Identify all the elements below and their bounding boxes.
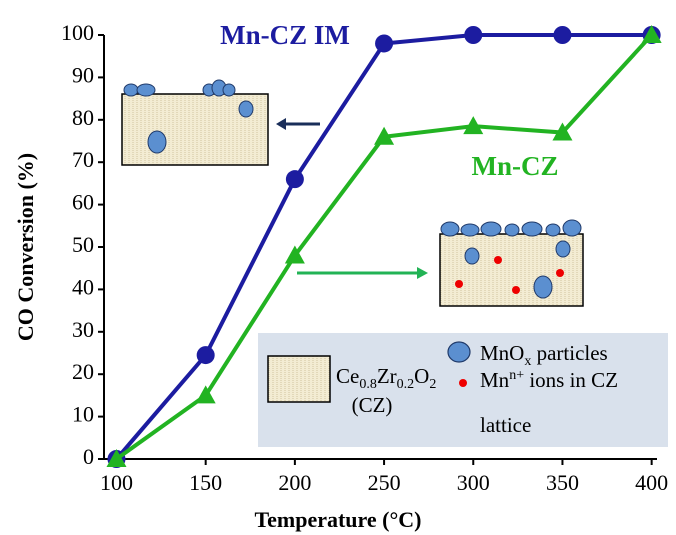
text-part: O <box>414 364 429 388</box>
text-part: particles <box>531 341 607 365</box>
legend-particles: MnOx particles <box>480 341 608 369</box>
x-tick-label: 150 <box>189 470 222 495</box>
series-label: Mn-CZ <box>472 151 559 181</box>
x-tick-label: 100 <box>100 470 133 495</box>
x-tick-label: 400 <box>635 470 668 495</box>
legend-ions-line2: lattice <box>480 413 531 437</box>
x-tick-label: 350 <box>546 470 579 495</box>
x-tick-label: 250 <box>368 470 401 495</box>
legend-particle-icon <box>448 342 470 362</box>
y-tick-label: 50 <box>72 232 94 257</box>
legend-support-abbr: (CZ) <box>352 393 393 417</box>
y-tick-label: 30 <box>72 317 94 342</box>
legend-ion-icon <box>459 379 467 387</box>
y-axis-title: CO Conversion (%) <box>13 153 38 341</box>
y-tick-label: 60 <box>72 190 94 215</box>
y-tick-label: 20 <box>72 359 94 384</box>
legend-swatch <box>268 356 330 402</box>
inset-cz <box>297 220 583 306</box>
legend-ions: Mnn+ ions in CZ <box>480 368 618 392</box>
text-part: MnO <box>480 341 524 365</box>
x-tick-label: 300 <box>457 470 490 495</box>
marker <box>286 170 304 188</box>
marker <box>464 26 482 44</box>
script-text: x <box>524 354 531 369</box>
legend-support: Ce0.8Zr0.2O2 <box>336 364 436 392</box>
script-text: n+ <box>509 368 524 383</box>
y-tick-label: 0 <box>83 444 94 469</box>
script-text: 0.8 <box>359 377 377 392</box>
y-tick-label: 70 <box>72 147 94 172</box>
script-text: 0.2 <box>397 377 415 392</box>
inset-im <box>122 80 320 165</box>
text-part: Ce <box>336 364 359 388</box>
y-tick-label: 10 <box>72 402 94 427</box>
y-tick-label: 90 <box>72 62 94 87</box>
series-label: Mn-CZ IM <box>220 20 350 50</box>
marker <box>197 346 215 364</box>
script-text: 2 <box>429 377 436 392</box>
text-part: Mn <box>480 368 510 392</box>
x-axis-title: Temperature (°C) <box>254 507 421 532</box>
text-part: ions in CZ <box>524 368 618 392</box>
x-tick-label: 200 <box>278 470 311 495</box>
y-tick-label: 40 <box>72 274 94 299</box>
y-tick-label: 100 <box>61 20 94 45</box>
text-part: Zr <box>377 364 397 388</box>
y-tick-label: 80 <box>72 105 94 130</box>
page: {"chart_data": {"type": "line", "x_label… <box>0 0 676 535</box>
marker <box>375 34 393 52</box>
marker <box>553 26 571 44</box>
chart: Ce0.8Zr0.2O2 (CZ) MnOx particles Mnn+ io… <box>0 0 676 535</box>
